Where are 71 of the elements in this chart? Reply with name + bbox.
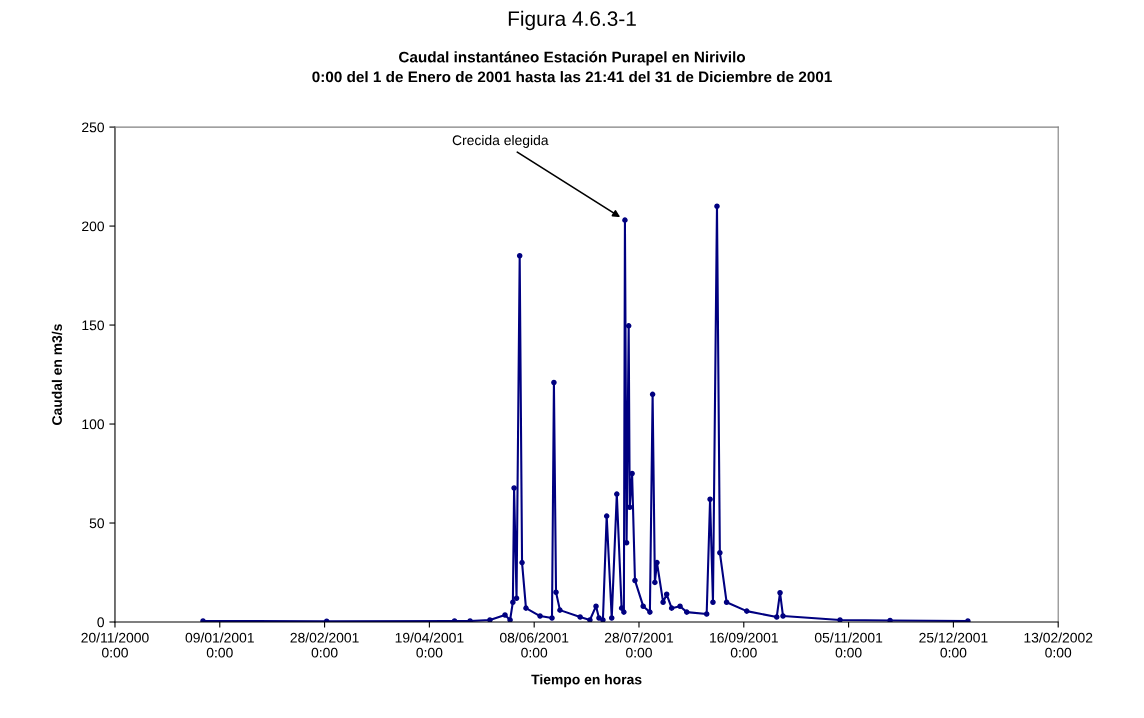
- point: [714, 203, 720, 210]
- point: [649, 391, 656, 398]
- x-axis-title: Tiempo en horas: [531, 674, 642, 688]
- point: [743, 608, 750, 614]
- point: [703, 611, 710, 617]
- point: [487, 617, 493, 622]
- point: [603, 513, 610, 519]
- point: [837, 617, 843, 622]
- point: [647, 609, 653, 615]
- point: [587, 617, 593, 622]
- y-tick-label: 50: [89, 518, 105, 529]
- point: [557, 607, 563, 613]
- point: [707, 496, 713, 503]
- x-tick-label: 09/01/2001 0:00: [185, 632, 254, 658]
- point: [677, 603, 683, 609]
- y-axis-title: Caudal en m3/s: [51, 324, 63, 425]
- point: [622, 217, 628, 223]
- y-tick-label: 250: [82, 122, 105, 133]
- y-tick-label: 100: [82, 419, 105, 430]
- point: [626, 504, 633, 510]
- point: [640, 603, 646, 609]
- point: [773, 614, 780, 620]
- point: [507, 617, 513, 622]
- point: [663, 591, 670, 598]
- point: [625, 323, 632, 329]
- point: [668, 605, 675, 611]
- point: [710, 599, 716, 605]
- point: [717, 549, 723, 556]
- point: [621, 609, 627, 615]
- point: [502, 612, 508, 618]
- y-tick-label: 150: [82, 320, 105, 331]
- point: [723, 599, 730, 605]
- point: [618, 605, 625, 611]
- text: Figura 4.6.3-1: [508, 10, 636, 31]
- point: [553, 589, 559, 596]
- point: [777, 589, 783, 596]
- x-tick-label: 28/07/2001 0:00: [604, 632, 674, 658]
- x-tick-label: 08/06/2001 0:00: [499, 632, 569, 658]
- point: [632, 577, 638, 584]
- x-tick-label: 20/11/2000 0:00: [81, 632, 149, 658]
- point: [652, 579, 658, 586]
- point: [537, 613, 543, 619]
- point: [513, 595, 520, 602]
- point: [516, 252, 523, 259]
- point: [596, 615, 602, 621]
- x-tick-label: 25/12/2001 0:00: [919, 632, 988, 658]
- point: [510, 599, 516, 605]
- point: [654, 559, 660, 566]
- chart-title: Caudal instantáneo Estación Purapel en Nirivilo 0:00 del 1 de Enero de 2001 hasta las 21:41 del 31 de Diciembre de 2001: [312, 51, 832, 83]
- y-tick-label: 200: [82, 221, 105, 232]
- x-tick-label: 28/02/2001 0:00: [290, 632, 359, 658]
- point: [511, 485, 517, 491]
- x-tick-label: 05/11/2001 0:00: [814, 632, 883, 658]
- x-tick-label: 19/04/2001 0:00: [395, 632, 464, 658]
- point: [519, 559, 525, 566]
- x-tick-label: 13/02/2002 0:00: [1024, 632, 1093, 658]
- point: [549, 615, 555, 621]
- point: [608, 615, 615, 621]
- point: [780, 613, 786, 619]
- y-tick-label: 0: [97, 617, 105, 628]
- point: [593, 603, 599, 609]
- point: [683, 609, 690, 615]
- point: [600, 617, 606, 622]
- point: [614, 491, 620, 497]
- point: [551, 379, 557, 386]
- x-tick-label: 16/09/2001 0:00: [710, 632, 778, 658]
- point: [577, 614, 583, 620]
- point: [660, 599, 666, 605]
- point: [629, 470, 635, 477]
- point: [523, 605, 529, 611]
- annotation: Crecida elegida: [452, 134, 549, 148]
